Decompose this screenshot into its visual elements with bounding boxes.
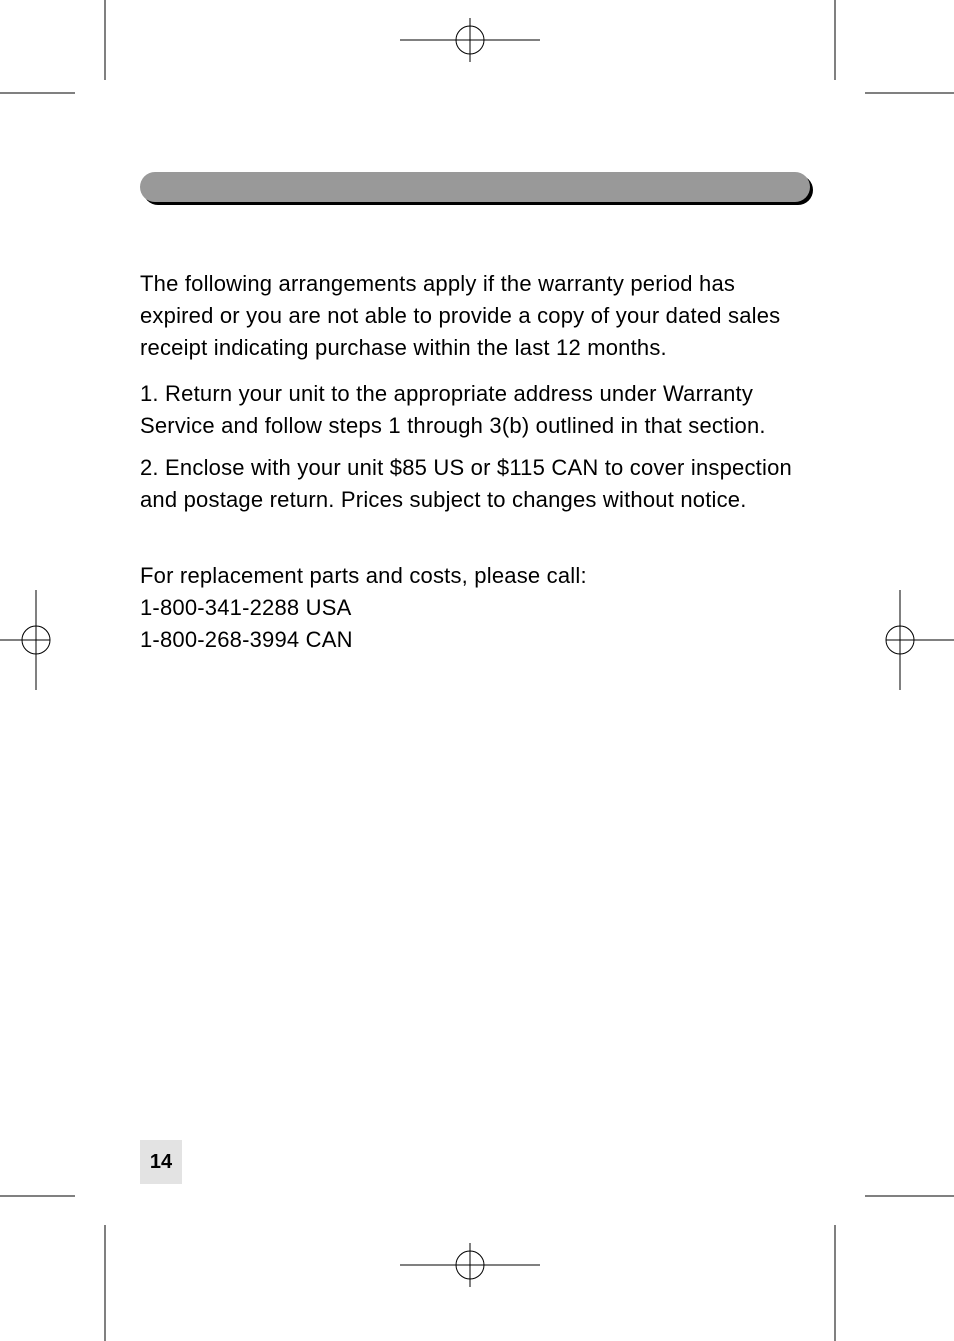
page-number-container: 14 (140, 1140, 182, 1184)
contact-phone-can: 1-800-268-3994 CAN (140, 624, 810, 656)
register-mark-bottom (400, 1225, 540, 1305)
paragraph-contact: For replacement parts and costs, please … (140, 560, 810, 656)
crop-mark-bottom-right (815, 1180, 954, 1341)
register-mark-left (0, 590, 80, 690)
section-header-bar (140, 172, 810, 202)
crop-mark-top-right (815, 0, 954, 120)
paragraph-step-1: 1. Return your unit to the appropriate a… (140, 378, 810, 442)
crop-mark-bottom-left (0, 1180, 140, 1341)
paragraph-intro: The following arrangements apply if the … (140, 268, 810, 364)
page-number: 14 (150, 1151, 172, 1174)
paragraph-step-2: 2. Enclose with your unit $85 US or $115… (140, 452, 810, 516)
crop-mark-top-left (0, 0, 140, 120)
contact-intro: For replacement parts and costs, please … (140, 560, 810, 592)
register-mark-right (855, 590, 954, 690)
contact-phone-usa: 1-800-341-2288 USA (140, 592, 810, 624)
register-mark-top (400, 0, 540, 80)
